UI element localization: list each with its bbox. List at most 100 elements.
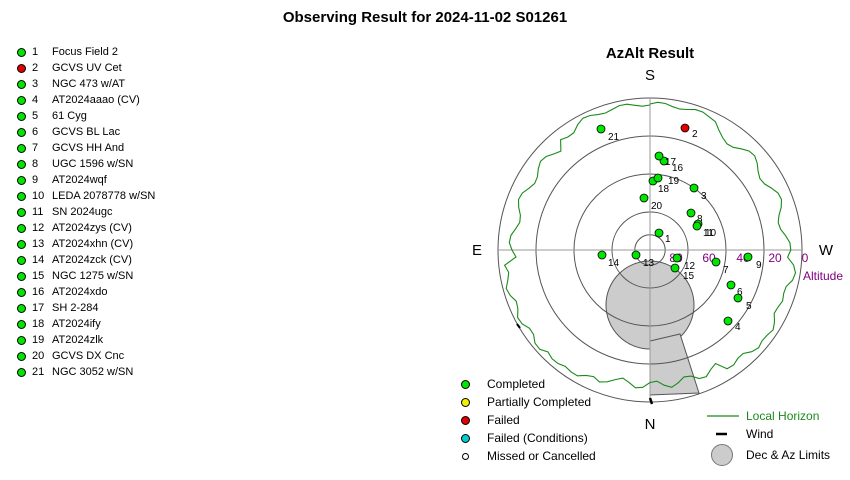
altitude-axis-label: Altitude <box>803 269 843 283</box>
target-marker-label: 17 <box>665 157 677 168</box>
target-name: NGC 3052 w/SN <box>52 366 134 378</box>
target-marker-dot <box>597 250 607 260</box>
target-marker-label: 10 <box>705 228 717 239</box>
target-number: 2 <box>32 62 39 74</box>
direction-east: E <box>472 242 482 259</box>
status-dot-icon <box>17 192 26 201</box>
legend-wind: Wind <box>705 425 830 443</box>
legend-partial: Partially Completed <box>460 393 596 411</box>
target-name: AT2024zck (CV) <box>52 254 132 266</box>
target-marker-dot <box>743 252 753 262</box>
target-name: GCVS HH And <box>52 142 125 154</box>
target-number: 11 <box>32 206 44 218</box>
status-dot-icon <box>17 320 26 329</box>
target-marker-dot <box>680 123 690 133</box>
legend-partial-label: Partially Completed <box>487 395 592 409</box>
target-name: AT2024wqf <box>52 174 107 186</box>
target-marker-label: 19 <box>668 176 680 187</box>
target-number: 19 <box>32 334 45 346</box>
chart-legend: Local Horizon Wind Dec & Az Limits <box>705 407 830 466</box>
target-marker: 15 <box>670 263 695 282</box>
target-marker-label: 13 <box>643 258 655 269</box>
target-name: 61 Cyg <box>52 110 87 122</box>
status-dot-icon <box>17 48 26 57</box>
legend-local-horizon-label: Local Horizon <box>746 409 820 423</box>
status-dot-icon <box>17 240 26 249</box>
target-name: AT2024xhn (CV) <box>52 238 134 250</box>
target-name: SN 2024ugc <box>52 206 113 218</box>
target-number: 12 <box>32 222 45 234</box>
legend-local-horizon: Local Horizon <box>705 407 830 425</box>
partial-marker-icon <box>461 398 470 407</box>
target-marker-label: 8 <box>697 214 703 225</box>
target-number: 6 <box>32 126 39 138</box>
target-number: 15 <box>32 270 45 282</box>
legend-failed: Failed <box>460 411 596 429</box>
horizon-line-icon <box>707 415 739 417</box>
target-marker-label: 11 <box>703 228 714 239</box>
legend-missed-label: Missed or Cancelled <box>487 449 596 463</box>
target-marker-label: 16 <box>672 163 684 174</box>
target-marker-label: 9 <box>756 260 762 271</box>
target-marker-label: 3 <box>701 191 707 202</box>
target-marker-label: 6 <box>737 287 743 298</box>
target-marker-label: 18 <box>658 184 670 195</box>
target-marker: 1 <box>654 228 671 245</box>
target-number: 17 <box>32 302 45 314</box>
target-name: LEDA 2078778 w/SN <box>52 190 156 202</box>
target-number: 5 <box>32 110 39 122</box>
target-marker: 6 <box>726 280 743 298</box>
target-marker: 3 <box>689 183 707 202</box>
target-name: GCVS DX Cnc <box>52 350 125 362</box>
target-marker-dot <box>654 151 664 161</box>
target-number: 10 <box>32 190 45 202</box>
target-marker-dot <box>686 208 696 218</box>
target-name: AT2024aaao (CV) <box>52 94 140 106</box>
legend-completed: Completed <box>460 375 596 393</box>
completed-marker-icon <box>461 380 470 389</box>
target-marker-dot <box>639 193 649 203</box>
status-dot-icon <box>17 336 26 345</box>
legend-wind-label: Wind <box>746 427 774 441</box>
target-number: 4 <box>32 94 39 106</box>
wind-icon <box>716 432 727 436</box>
target-number: 14 <box>32 254 45 266</box>
target-name: UGC 1596 w/SN <box>52 158 134 170</box>
target-name: AT2024zys (CV) <box>52 222 132 234</box>
target-marker-label: 14 <box>608 258 620 269</box>
wind-marker <box>648 397 654 405</box>
status-dot-icon <box>17 256 26 265</box>
target-marker-dot <box>723 316 733 326</box>
target-marker-dot <box>653 173 663 183</box>
target-marker: 2 <box>680 123 698 140</box>
target-name: NGC 473 w/AT <box>52 78 126 90</box>
target-marker: 21 <box>596 124 620 143</box>
target-number: 16 <box>32 286 45 298</box>
target-marker-dot <box>726 280 736 290</box>
target-marker: 19 <box>653 173 680 187</box>
status-dot-icon <box>17 64 26 73</box>
target-number: 3 <box>32 78 39 90</box>
target-name: SH 2-284 <box>52 302 99 314</box>
legend-failed-conditions-label: Failed (Conditions) <box>487 431 588 445</box>
target-marker-label: 21 <box>608 132 620 143</box>
target-marker-dot <box>631 250 641 260</box>
legend-limits: Dec & Az Limits <box>705 443 830 466</box>
target-number: 20 <box>32 350 45 362</box>
altitude-tick-label: 0 <box>802 251 809 265</box>
target-marker: 8 <box>686 208 703 225</box>
target-name: NGC 1275 w/SN <box>52 270 134 282</box>
target-marker: 7 <box>711 257 729 276</box>
legend-failed-conditions: Failed (Conditions) <box>460 429 596 447</box>
target-marker-label: 20 <box>651 201 663 212</box>
target-marker-dot <box>654 228 664 238</box>
target-marker: 5 <box>733 293 752 312</box>
wind-marker <box>516 323 521 329</box>
target-name: AT2024zlk <box>52 334 104 346</box>
status-dot-icon <box>17 288 26 297</box>
target-marker: 17 <box>654 151 677 168</box>
altitude-tick-label: 20 <box>768 251 782 265</box>
target-number: 13 <box>32 238 45 250</box>
status-dot-icon <box>17 176 26 185</box>
